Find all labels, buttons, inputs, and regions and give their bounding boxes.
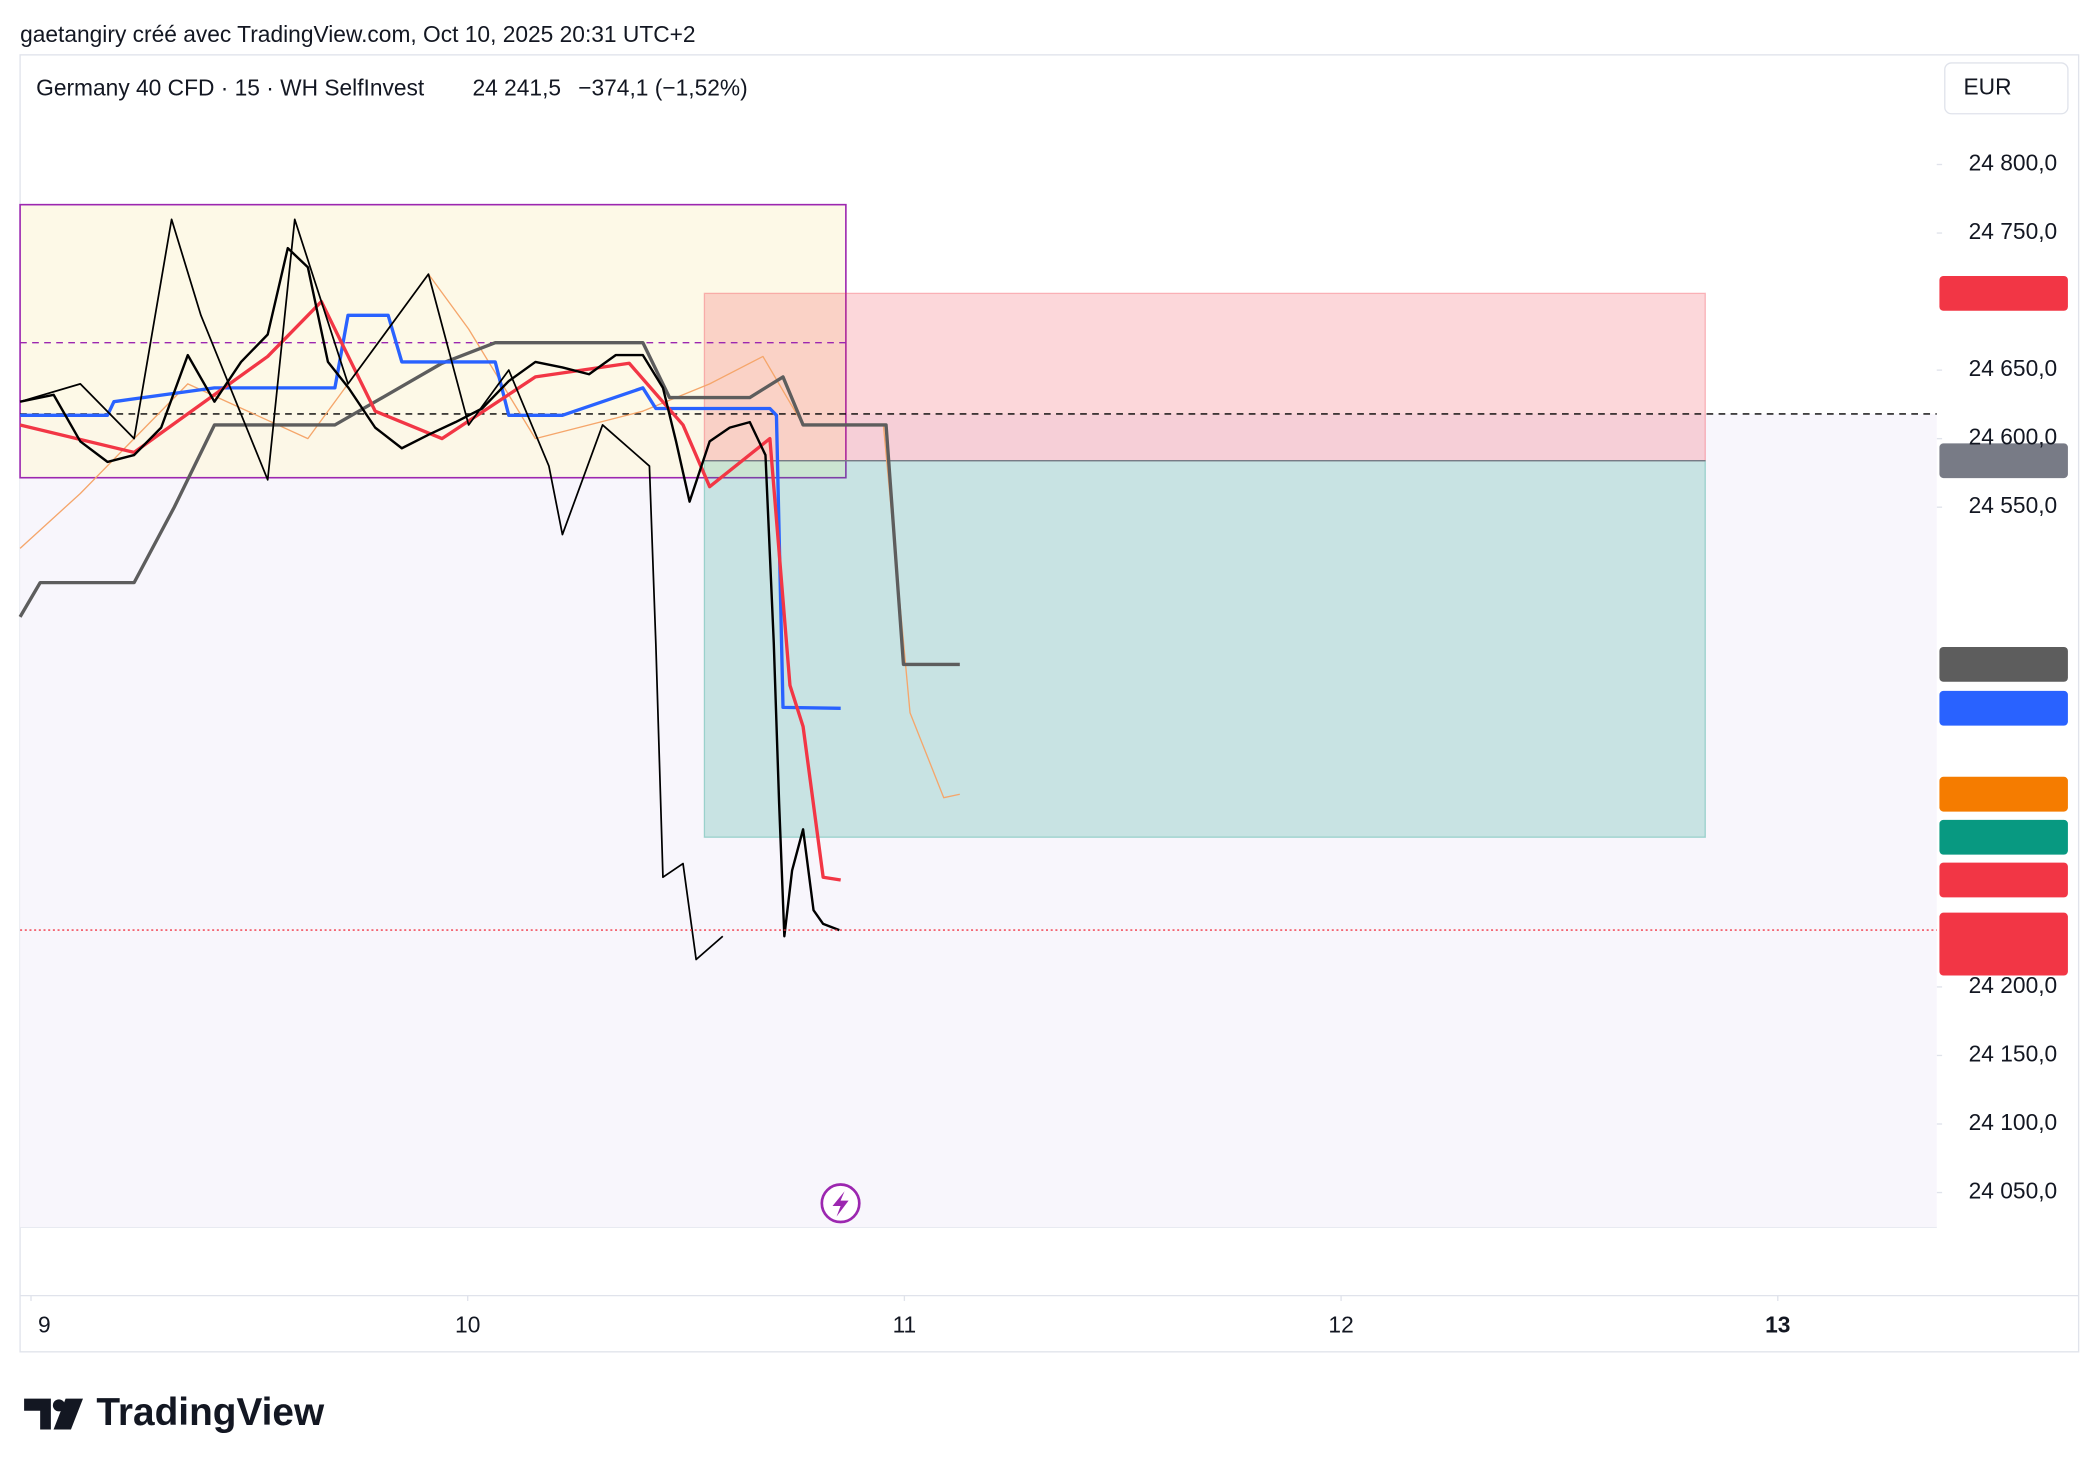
y-tick-label: 24 650,0 [1969,355,2058,381]
change: −374,1 (−1,52%) [578,75,747,101]
range-background [20,413,1937,1228]
y-tick-label: 24 200,0 [1969,972,2058,998]
credit: gaetangiry créé avec TradingView.com, Oc… [20,21,696,47]
y-tick-label: 24 600,0 [1969,424,2058,450]
brand: TradingView [96,1391,325,1434]
plot [18,203,1937,1228]
x-tick-label: 12 [1328,1311,1353,1337]
stop-zone [703,460,1706,838]
target-zone [703,292,1706,462]
price-badge [1939,443,2068,479]
y-tick-label: 24 050,0 [1969,1178,2058,1204]
logo-mark [24,1398,83,1430]
series-line [19,218,724,961]
logo: TradingView [24,1391,325,1434]
price-badge [1939,690,2068,726]
price-badge [1939,647,2068,682]
currency: EUR [1964,73,2012,99]
x-tick-label: 9 [38,1311,51,1337]
symbol: Germany 40 CFD · 15 · WH SelfInvest [36,75,425,101]
x-tick-label: 11 [893,1311,917,1337]
current-badge [1939,912,2068,976]
price-badge [1939,819,2068,855]
price-badge [1939,275,2068,311]
price-badge [1939,862,2068,898]
y-tick-label: 24 150,0 [1969,1040,2058,1066]
series-line [19,246,840,938]
series-line [19,299,841,882]
last-price: 24 241,5 [472,75,561,101]
logo-dot [52,1399,65,1412]
x-tick-label: 13 [1765,1311,1790,1337]
y-tick-label: 24 100,0 [1969,1109,2058,1135]
event-icon-bolt [832,1191,849,1217]
y-tick-label: 24 550,0 [1969,492,2058,518]
x-tick-label: 10 [455,1311,480,1337]
series-line [18,340,960,667]
y-tick-label: 24 750,0 [1969,218,2058,244]
currency-button[interactable] [1944,62,2069,115]
y-tick-label: 24 800,0 [1969,150,2058,176]
series-line [20,313,841,710]
price-badge [1939,776,2068,812]
